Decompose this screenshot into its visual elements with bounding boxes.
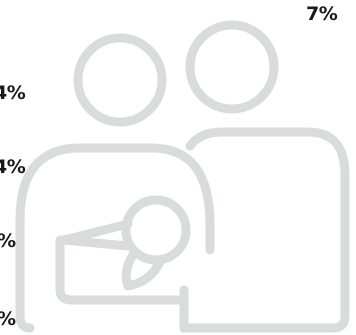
baby-swaddle-lower	[121, 247, 165, 291]
percentage-label-2: 4%	[0, 82, 26, 104]
left-parent-body	[15, 143, 215, 333]
percentage-label-4: %	[0, 232, 16, 251]
right-parent-body	[179, 127, 350, 333]
left-parent-head	[73, 33, 167, 127]
percentage-label-5: %	[0, 310, 16, 329]
right-parent-head	[185, 20, 279, 114]
percentage-label-3: 4%	[0, 156, 26, 178]
baby-swaddle	[59, 219, 133, 251]
holding-arm	[55, 235, 183, 305]
percentage-label-1: 7%	[306, 3, 338, 25]
